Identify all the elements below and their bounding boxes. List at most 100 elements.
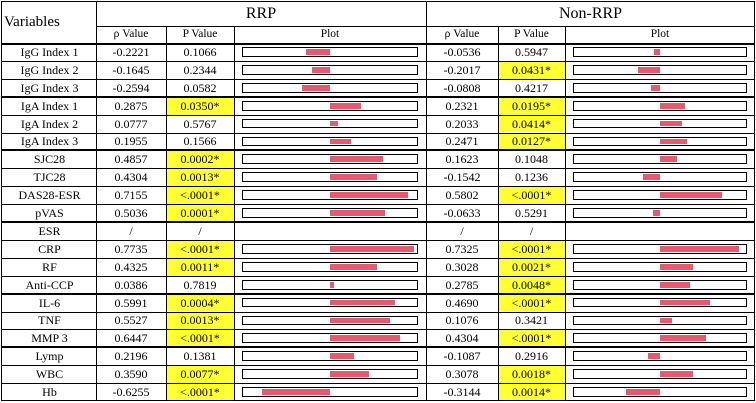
rrp-rho-value: 0.2196 bbox=[114, 349, 148, 364]
non-rrp-p-value: 0.0014* bbox=[498, 383, 565, 401]
correlation-bar bbox=[301, 84, 330, 91]
rrp-p-value: <.0001* bbox=[166, 383, 234, 401]
non-rrp-p-value: <.0001* bbox=[498, 293, 565, 312]
non-rrp-rho-value: 0.3028 bbox=[445, 259, 479, 274]
correlation-bar bbox=[330, 210, 385, 216]
grid-line bbox=[1, 311, 755, 313]
non-rrp-rho-value: 0.4690 bbox=[445, 295, 479, 310]
rrp-rho-value: -0.2221 bbox=[112, 44, 150, 59]
rrp-p-value: 0.0013* bbox=[166, 168, 234, 187]
grid-line bbox=[1, 43, 755, 45]
non-rrp-p-value: 0.0048* bbox=[498, 275, 565, 294]
non-rrp-correlation-plot bbox=[573, 154, 747, 165]
correlation-bar bbox=[330, 156, 383, 163]
rrp-correlation-plot bbox=[242, 387, 418, 397]
correlation-bar bbox=[330, 299, 396, 306]
grid-line bbox=[498, 26, 499, 401]
non-rrp-correlation-plot bbox=[573, 190, 747, 201]
non-rrp-correlation-plot bbox=[573, 279, 747, 290]
non-rrp-p-value: <.0001* bbox=[498, 239, 565, 258]
rrp-rho-value: 0.6447 bbox=[114, 331, 148, 346]
non-rrp-p-value: 0.3421 bbox=[515, 313, 548, 328]
non-rrp-rho-value: -0.0808 bbox=[443, 80, 481, 95]
non-rrp-group-header: Non-RRP bbox=[558, 4, 623, 22]
correlation-bar bbox=[330, 353, 354, 360]
rrp-rho-value: 0.3590 bbox=[114, 367, 148, 382]
correlation-bar bbox=[660, 102, 685, 109]
non-rrp-rho-value: -0.0536 bbox=[443, 44, 481, 59]
grid-line bbox=[1, 257, 755, 259]
rrp-p-value: 0.0001* bbox=[166, 204, 234, 222]
row-label: Anti-CCP bbox=[25, 277, 74, 292]
rrp-correlation-plot bbox=[242, 64, 418, 75]
grid-line bbox=[1, 221, 755, 223]
row-label: IgG Index 1 bbox=[20, 44, 79, 59]
non-rrp-rho-value: -0.1542 bbox=[443, 170, 481, 185]
row-label: Hb bbox=[42, 385, 57, 400]
grid-line bbox=[96, 1, 97, 401]
non-rrp-correlation-plot bbox=[573, 261, 747, 272]
grid-line bbox=[1, 60, 755, 62]
rrp-rho-value: -0.2594 bbox=[112, 80, 150, 95]
rrp-p-value: 0.7819 bbox=[183, 277, 217, 292]
rrp-correlation-plot bbox=[242, 315, 418, 326]
non-rrp-correlation-plot bbox=[573, 369, 747, 380]
grid-line bbox=[234, 26, 235, 401]
rrp-p-value: <.0001* bbox=[166, 186, 234, 205]
rrp-p-value: 0.2344 bbox=[183, 62, 217, 77]
non-rrp-correlation-plot bbox=[573, 333, 747, 344]
correlation-bar bbox=[660, 317, 672, 324]
non-rrp-correlation-plot bbox=[573, 136, 747, 147]
rrp-group-header: RRP bbox=[245, 4, 277, 22]
rrp-rho-value: 0.7735 bbox=[114, 241, 148, 256]
row-label: SJC28 bbox=[33, 152, 66, 167]
grid-line bbox=[754, 1, 755, 401]
non-rrp-p-value: 0.5947 bbox=[515, 44, 548, 59]
rrp-correlation-plot bbox=[242, 190, 418, 201]
correlation-bar bbox=[660, 371, 694, 378]
non-rrp-rho-header: ρ Value bbox=[444, 27, 480, 40]
grid-line bbox=[1, 292, 755, 295]
non-rrp-rho-value: 0.2321 bbox=[445, 98, 479, 113]
rrp-p-value: 0.0013* bbox=[166, 311, 234, 330]
grid-line bbox=[1, 149, 755, 152]
rrp-p-header: P Value bbox=[182, 27, 218, 40]
non-rrp-correlation-plot bbox=[573, 82, 747, 93]
correlation-bar bbox=[330, 335, 401, 342]
rrp-rho-value: 0.2875 bbox=[114, 98, 148, 113]
correlation-bar bbox=[330, 138, 352, 145]
rrp-p-value: <.0001* bbox=[166, 329, 234, 348]
correlation-bar bbox=[330, 281, 335, 288]
rrp-p-value: 0.0002* bbox=[166, 150, 234, 169]
non-rrp-rho-value: -0.0633 bbox=[443, 206, 481, 221]
rrp-correlation-plot bbox=[242, 136, 418, 147]
row-label: pVAS bbox=[35, 206, 64, 221]
rrp-correlation-plot bbox=[242, 243, 418, 254]
non-rrp-p-value: 0.0195* bbox=[498, 96, 565, 115]
non-rrp-rho-value: -0.3144 bbox=[443, 385, 481, 400]
grid-line bbox=[1, 239, 755, 241]
variables-header: Variables bbox=[4, 13, 60, 30]
non-rrp-rho-value: 0.1076 bbox=[445, 313, 479, 328]
non-rrp-p-value: / bbox=[529, 223, 534, 238]
non-rrp-rho-value: 0.2033 bbox=[445, 116, 479, 131]
rrp-rho-value: 0.1955 bbox=[114, 134, 148, 149]
non-rrp-p-value: 0.0431* bbox=[498, 60, 565, 79]
grid-line bbox=[1, 346, 755, 349]
non-rrp-p-value: 0.1048 bbox=[515, 152, 548, 167]
non-rrp-p-header: P Value bbox=[514, 27, 549, 40]
non-rrp-p-value: 0.2916 bbox=[515, 349, 548, 364]
grid-line bbox=[1, 1, 755, 2]
non-rrp-correlation-plot bbox=[573, 387, 747, 397]
rrp-correlation-plot bbox=[242, 172, 418, 183]
grid-line bbox=[1, 400, 755, 401]
correlation-bar bbox=[660, 192, 723, 199]
non-rrp-p-value: <.0001* bbox=[498, 186, 565, 205]
rrp-correlation-plot bbox=[242, 47, 418, 57]
non-rrp-correlation-plot bbox=[573, 100, 747, 111]
non-rrp-correlation-plot bbox=[573, 118, 747, 129]
grid-line bbox=[1, 132, 755, 134]
correlation-bar bbox=[660, 299, 711, 306]
row-label: TNF bbox=[38, 313, 61, 328]
correlation-bar bbox=[651, 84, 660, 91]
